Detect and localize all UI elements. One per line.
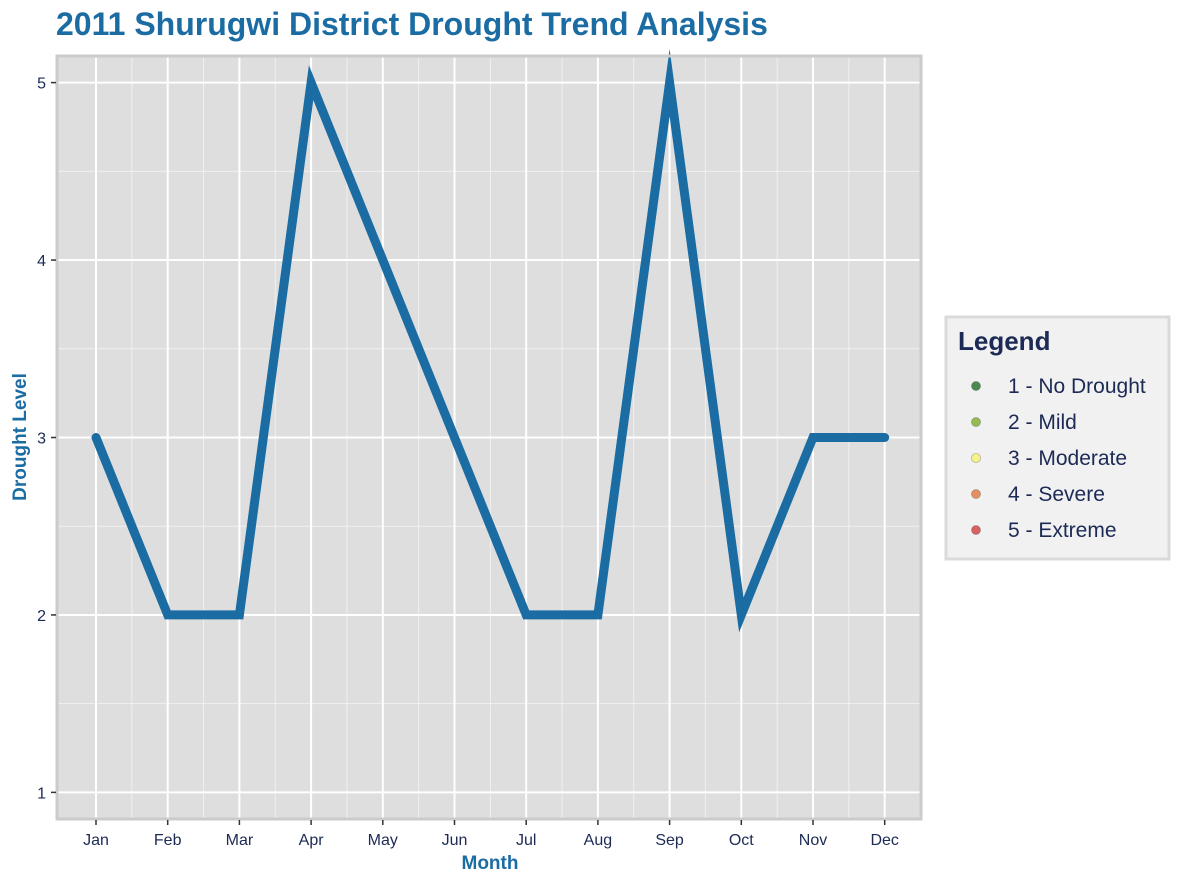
legend: Legend 1 - No Drought 2 - Mild 3 - Moderat…: [944, 315, 1171, 561]
y-axis: 1 2 3 4 5: [37, 76, 56, 802]
plot-panel-border: [55, 54, 923, 821]
x-tick-label: Apr: [299, 832, 325, 849]
x-tick-label: Sep: [655, 832, 684, 849]
x-tick-label: May: [368, 832, 398, 849]
x-tick-label: Dec: [870, 832, 898, 849]
legend-label: 4 - Severe: [1008, 483, 1105, 506]
series-layer: [91, 48, 890, 633]
y-tick-label: 1: [37, 785, 46, 802]
x-tick-label: Nov: [799, 832, 827, 849]
x-axis: Jan Feb Mar Apr May Jun Jul Aug Sep Oct Nov Dec: [83, 820, 899, 849]
x-axis-title: Month: [462, 853, 519, 874]
series-line: [91, 48, 890, 633]
legend-marker: [971, 489, 981, 499]
y-tick-label: 3: [37, 431, 46, 448]
y-tick-label: 2: [37, 608, 46, 625]
legend-label: 3 - Moderate: [1008, 447, 1127, 470]
legend-title: Legend: [958, 326, 1050, 356]
x-tick-label: Mar: [226, 832, 254, 849]
x-tick-label: Feb: [154, 832, 182, 849]
legend-marker: [971, 525, 981, 535]
legend-label: 1 - No Drought: [1008, 375, 1146, 398]
y-tick-label: 4: [37, 253, 46, 270]
major-gridlines: [57, 56, 921, 819]
x-tick-label: Jan: [83, 832, 109, 849]
chart-title: 2011 Shurugwi District Drought Trend Ana…: [56, 6, 768, 42]
y-axis-title: Drought Level: [10, 373, 31, 501]
legend-marker: [971, 453, 981, 463]
x-tick-label: Oct: [729, 832, 754, 849]
x-tick-label: Jul: [516, 832, 536, 849]
legend-label: 2 - Mild: [1008, 411, 1077, 434]
legend-box: [944, 315, 1171, 561]
legend-marker: [971, 417, 981, 427]
legend-label: 5 - Extreme: [1008, 519, 1117, 542]
legend-items: 1 - No Drought 2 - Mild 3 - Moderate 4 - Se…: [971, 375, 1146, 542]
legend-marker: [971, 381, 981, 391]
x-tick-label: Aug: [584, 832, 612, 849]
y-tick-label: 5: [37, 76, 46, 93]
x-tick-label: Jun: [442, 832, 468, 849]
